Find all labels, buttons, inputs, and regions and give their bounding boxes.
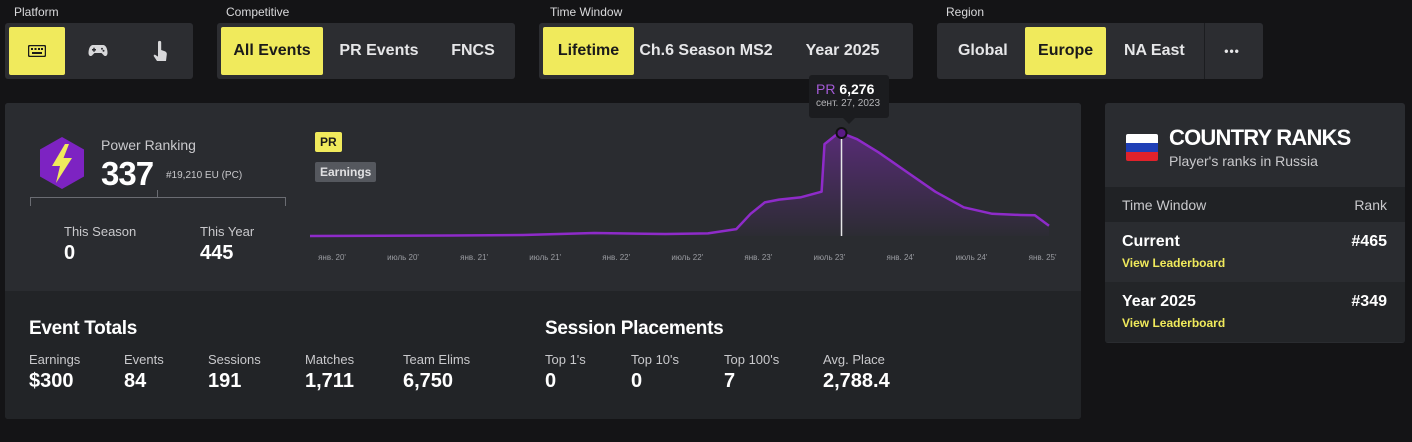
tooltip-date: сент. 27, 2023: [816, 98, 881, 109]
x-tick-label: янв. 24': [887, 253, 915, 262]
gamepad-icon: [87, 40, 109, 62]
flag-stripe: [1126, 143, 1158, 152]
keyboard-icon: [26, 40, 48, 62]
time-window-filter: Lifetime Ch.6 Season MS2 Year 2025: [539, 23, 913, 79]
rank-row-value: #349: [1351, 293, 1387, 310]
touch-icon: [149, 40, 171, 62]
power-ranking-value: 337: [101, 155, 154, 192]
x-tick-label: июль 24': [956, 253, 988, 262]
power-ranking-bracket: [30, 190, 286, 211]
x-tick-label: июль 21': [529, 253, 561, 262]
placement-value: 2,788.4: [823, 370, 890, 392]
pr-series-area: [310, 133, 1049, 236]
tooltip-prefix: PR: [816, 81, 836, 97]
platform-gamepad-button[interactable]: [65, 27, 131, 75]
x-tick-label: янв. 25': [1029, 253, 1057, 262]
placement-value: 7: [724, 370, 736, 392]
competitive-pr-events-button[interactable]: PR Events: [339, 42, 419, 59]
event-total-value: $300: [29, 370, 74, 392]
event-total-value: 6,750: [403, 370, 454, 392]
region-divider: [1204, 23, 1206, 79]
power-ranking-panel: Power Ranking 337 #19,210 EU (PC) This S…: [5, 103, 1081, 291]
competitive-filter: All Events PR Events FNCS: [217, 23, 515, 79]
x-tick-label: июль 22': [671, 253, 703, 262]
country-ranks-header: Time Window Rank: [1105, 187, 1405, 222]
competitive-fncs-button[interactable]: FNCS: [451, 42, 495, 59]
pr-highlight-point[interactable]: [835, 127, 848, 139]
region-more-button[interactable]: •••: [1224, 44, 1240, 58]
country-ranks-title: COUNTRY RANKS: [1169, 125, 1351, 150]
header-rank: Rank: [1354, 197, 1387, 213]
region-na-east-button[interactable]: NA East: [1123, 42, 1185, 59]
power-ranking-chart[interactable]: янв. 20' июль 20' янв. 21' июль 21' янв. 22'…: [5, 103, 1081, 291]
view-leaderboard-link[interactable]: View Leaderboard: [1122, 256, 1226, 270]
flag-stripe: [1126, 152, 1158, 161]
placement-value: 0: [545, 370, 557, 392]
tooltip-value: 6,276: [839, 81, 875, 97]
event-total-value: 191: [208, 370, 242, 392]
rank-row-value: #465: [1351, 233, 1387, 250]
platform-label: Platform: [14, 5, 59, 19]
placement-value: 0: [631, 370, 643, 392]
country-ranks-card: COUNTRY RANKS Player's ranks in Russia T…: [1105, 103, 1405, 343]
x-tick-label: июль 20': [387, 253, 419, 262]
this-season-label: This Season: [64, 224, 137, 239]
placement-label: Top 1's: [545, 352, 586, 367]
event-total-label: Events: [124, 352, 164, 367]
event-total-label: Earnings: [29, 352, 81, 367]
this-season-value: 0: [64, 242, 76, 264]
pr-series-line: [309, 131, 1050, 238]
platform-keyboard-button[interactable]: [9, 27, 65, 75]
time-window-label: Time Window: [550, 5, 623, 19]
chart-pr-toggle[interactable]: PR: [315, 132, 342, 152]
time-year-button[interactable]: Year 2025: [805, 42, 880, 59]
placement-label: Top 10's: [631, 352, 680, 367]
view-leaderboard-link[interactable]: View Leaderboard: [1122, 316, 1226, 330]
rank-row-name: Current: [1122, 233, 1180, 250]
x-tick-label: янв. 20': [318, 253, 346, 262]
chart-tooltip: PR 6,276 сент. 27, 2023: [809, 75, 889, 124]
platform-filter: [5, 23, 193, 79]
x-tick-label: янв. 23': [744, 253, 772, 262]
header-time-window: Time Window: [1122, 197, 1207, 213]
event-total-label: Matches: [305, 352, 355, 367]
region-filter: Global Europe NA East •••: [937, 23, 1263, 79]
country-ranks-subtitle: Player's ranks in Russia: [1169, 153, 1318, 169]
x-tick-label: янв. 22': [602, 253, 630, 262]
competitive-all-events-button[interactable]: All Events: [221, 27, 323, 75]
power-ranking-bolt-icon: [40, 137, 84, 189]
region-label: Region: [946, 5, 985, 19]
competitive-label: Competitive: [226, 5, 290, 19]
session-placements-title: Session Placements: [545, 318, 724, 339]
this-year-label: This Year: [200, 224, 255, 239]
event-totals-title: Event Totals: [29, 318, 137, 339]
placement-label: Avg. Place: [823, 352, 885, 367]
time-season-button[interactable]: Ch.6 Season MS2: [639, 42, 773, 59]
flag-stripe: [1126, 134, 1158, 143]
event-total-label: Team Elims: [403, 352, 471, 367]
placement-label: Top 100's: [724, 352, 780, 367]
platform-touch-button[interactable]: [131, 27, 189, 75]
power-ranking-region-rank: #19,210 EU (PC): [166, 170, 243, 181]
x-tick-label: июль 23': [814, 253, 846, 262]
russia-flag-icon: [1126, 134, 1158, 161]
region-europe-button[interactable]: Europe: [1024, 27, 1107, 75]
player-stats-card: Power Ranking 337 #19,210 EU (PC) This S…: [5, 103, 1081, 419]
time-lifetime-button[interactable]: Lifetime: [543, 27, 634, 75]
rank-row-current: Current View Leaderboard #465: [1105, 222, 1405, 282]
totals-panel: Event Totals Earnings $300 Events 84 Session…: [5, 291, 1081, 419]
event-total-value: 84: [124, 370, 147, 392]
region-global-button[interactable]: Global: [957, 42, 1008, 59]
event-total-value: 1,711: [305, 370, 354, 392]
this-year-value: 445: [200, 242, 234, 264]
chart-earnings-toggle[interactable]: Earnings: [315, 162, 377, 182]
rank-row-year: Year 2025 View Leaderboard #349: [1105, 282, 1405, 342]
event-total-label: Sessions: [208, 352, 261, 367]
power-ranking-label: Power Ranking: [101, 137, 196, 153]
rank-row-name: Year 2025: [1122, 293, 1196, 310]
x-tick-label: янв. 21': [460, 253, 488, 262]
